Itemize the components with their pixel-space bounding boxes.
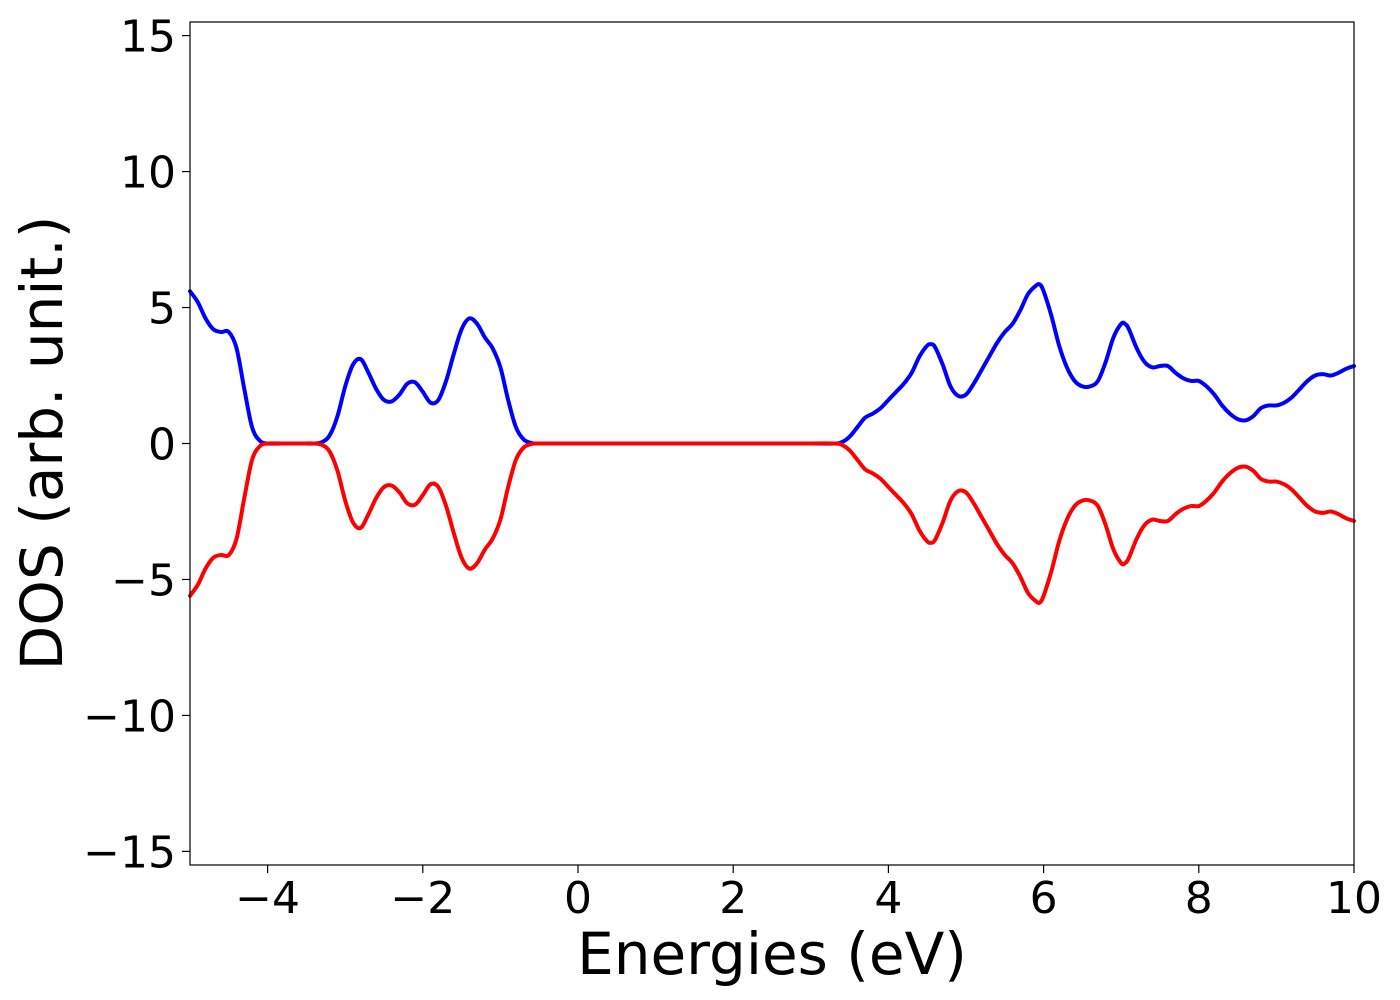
- y-tick-label: 15: [120, 12, 176, 63]
- y-tick-label: −15: [83, 827, 176, 878]
- y-axis-ticks: 15 10 5 0 −5 −10 −15: [83, 12, 190, 878]
- y-tick-label: 10: [120, 148, 176, 199]
- x-axis-label: Energies (eV): [577, 920, 967, 988]
- x-tick-label: −4: [235, 873, 300, 924]
- x-tick-label: −2: [390, 873, 455, 924]
- dos-spin-down-line: [188, 441, 1356, 605]
- dos-spin-up-line: [188, 282, 1356, 446]
- x-tick-label: 8: [1185, 873, 1213, 924]
- y-tick-label: 5: [148, 284, 176, 335]
- x-tick-label: 2: [719, 873, 747, 924]
- y-tick-label: 0: [148, 420, 176, 471]
- y-axis-label: DOS (arb. unit.): [8, 216, 76, 671]
- y-tick-label: −5: [111, 555, 176, 606]
- x-axis-ticks: −4 −2 0 2 4 6 8 10: [235, 865, 1382, 924]
- x-tick-label: 4: [874, 873, 902, 924]
- x-tick-label: 10: [1326, 873, 1382, 924]
- series-layer: [188, 282, 1356, 605]
- x-tick-label: 0: [564, 873, 592, 924]
- x-tick-label: 6: [1030, 873, 1058, 924]
- y-tick-label: −10: [83, 691, 176, 742]
